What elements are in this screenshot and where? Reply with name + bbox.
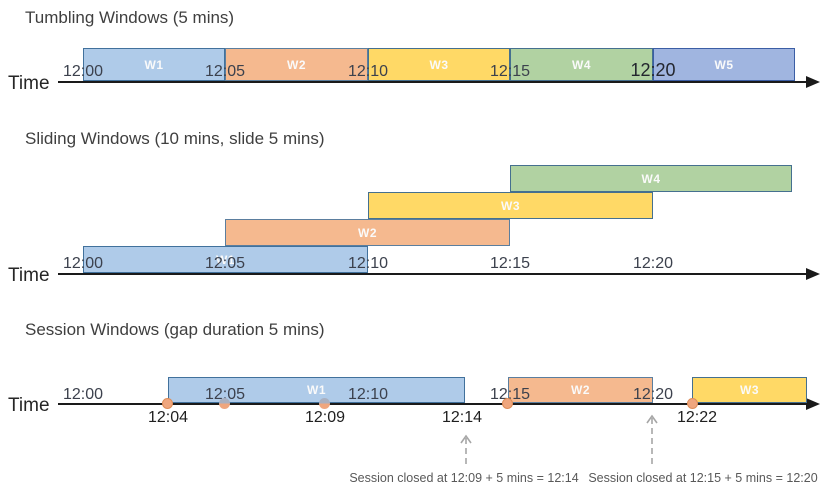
- sliding-window-w1: W1: [83, 246, 368, 273]
- tumbling-tick-1215: 12:15: [489, 63, 531, 80]
- session-close-annotation-2: Session closed at 12:15 + 5 mins = 12:20: [588, 471, 818, 485]
- tumbling-tick-1205: 12:05: [204, 63, 246, 80]
- window-label: W3: [429, 57, 449, 72]
- window-label: W2: [358, 225, 377, 240]
- tumbling-axis-line: [58, 81, 810, 83]
- window-label: W2: [287, 57, 306, 72]
- session-tick-1215: 12:15: [489, 386, 531, 403]
- sliding-window-w2: W2: [225, 219, 510, 246]
- tumbling-title: Tumbling Windows (5 mins): [25, 8, 235, 27]
- tumbling-tick-1220: 12:20: [630, 60, 676, 80]
- session-window-w3: W3: [692, 377, 807, 403]
- sliding-tick-1210: 12:10: [347, 255, 389, 272]
- tumbling-tick-1200: 12:00: [62, 63, 104, 80]
- window-label: W1: [216, 252, 235, 267]
- session-tick-1200: 12:00: [62, 386, 104, 403]
- tumbling-time-label: Time: [8, 73, 50, 94]
- event-time-1214: 12:14: [441, 409, 483, 426]
- session-tick-1210: 12:10: [347, 386, 389, 403]
- tumbling-window-w3: W3: [368, 48, 510, 81]
- session-axis-line: [58, 403, 810, 405]
- sliding-title: Sliding Windows (10 mins, slide 5 mins): [25, 129, 325, 148]
- session-axis-arrowhead-icon: [806, 398, 820, 410]
- session-window-w1: W1: [168, 377, 465, 403]
- window-label: W4: [572, 57, 591, 72]
- window-label: W4: [641, 171, 661, 186]
- tumbling-window-w2: W2: [225, 48, 368, 81]
- sliding-tick-1220: 12:20: [632, 255, 674, 272]
- event-dot-1222: [687, 398, 698, 409]
- tumbling-axis-arrowhead-icon: [806, 76, 820, 88]
- tumbling-tick-1210: 12:10: [347, 63, 389, 80]
- sliding-tick-1215: 12:15: [489, 255, 531, 272]
- session-close-arrow-icon: [646, 414, 658, 464]
- session-window-w2: W2: [508, 377, 653, 403]
- event-dot-1209: [319, 398, 330, 409]
- session-close-annotation-1: Session closed at 12:09 + 5 mins = 12:14: [349, 471, 579, 485]
- session-close-arrow-icon: [460, 434, 472, 464]
- sliding-time-label: Time: [8, 265, 50, 286]
- event-dot-1215: [502, 398, 513, 409]
- sliding-window-w3: W3: [368, 192, 653, 219]
- session-time-label: Time: [8, 395, 50, 416]
- event-time-1209: 12:09: [304, 409, 346, 426]
- window-label: W3: [501, 198, 520, 213]
- sliding-tick-1200: 12:00: [62, 255, 104, 272]
- sliding-window-w4: W4: [510, 165, 792, 192]
- sliding-axis-arrowhead-icon: [806, 268, 820, 280]
- session-tick-1205: 12:05: [204, 386, 246, 403]
- window-label: W1: [144, 57, 164, 72]
- window-label: W2: [571, 383, 590, 397]
- sliding-tick-1205: 12:05: [204, 255, 246, 272]
- tumbling-window-w1: W1: [83, 48, 225, 81]
- sliding-axis-line: [58, 273, 810, 275]
- event-dot-1205: [219, 398, 230, 409]
- window-label: W5: [714, 57, 734, 72]
- event-dot-1204: [162, 398, 173, 409]
- window-label: W3: [740, 383, 759, 397]
- session-title: Session Windows (gap duration 5 mins): [25, 320, 325, 339]
- tumbling-window-w4: W4: [510, 48, 653, 81]
- session-tick-1220: 12:20: [632, 386, 674, 403]
- event-time-1204: 12:04: [147, 409, 189, 426]
- event-time-1222: 12:22: [676, 409, 718, 426]
- window-label: W1: [307, 383, 326, 397]
- tumbling-window-w5: W5: [653, 48, 795, 81]
